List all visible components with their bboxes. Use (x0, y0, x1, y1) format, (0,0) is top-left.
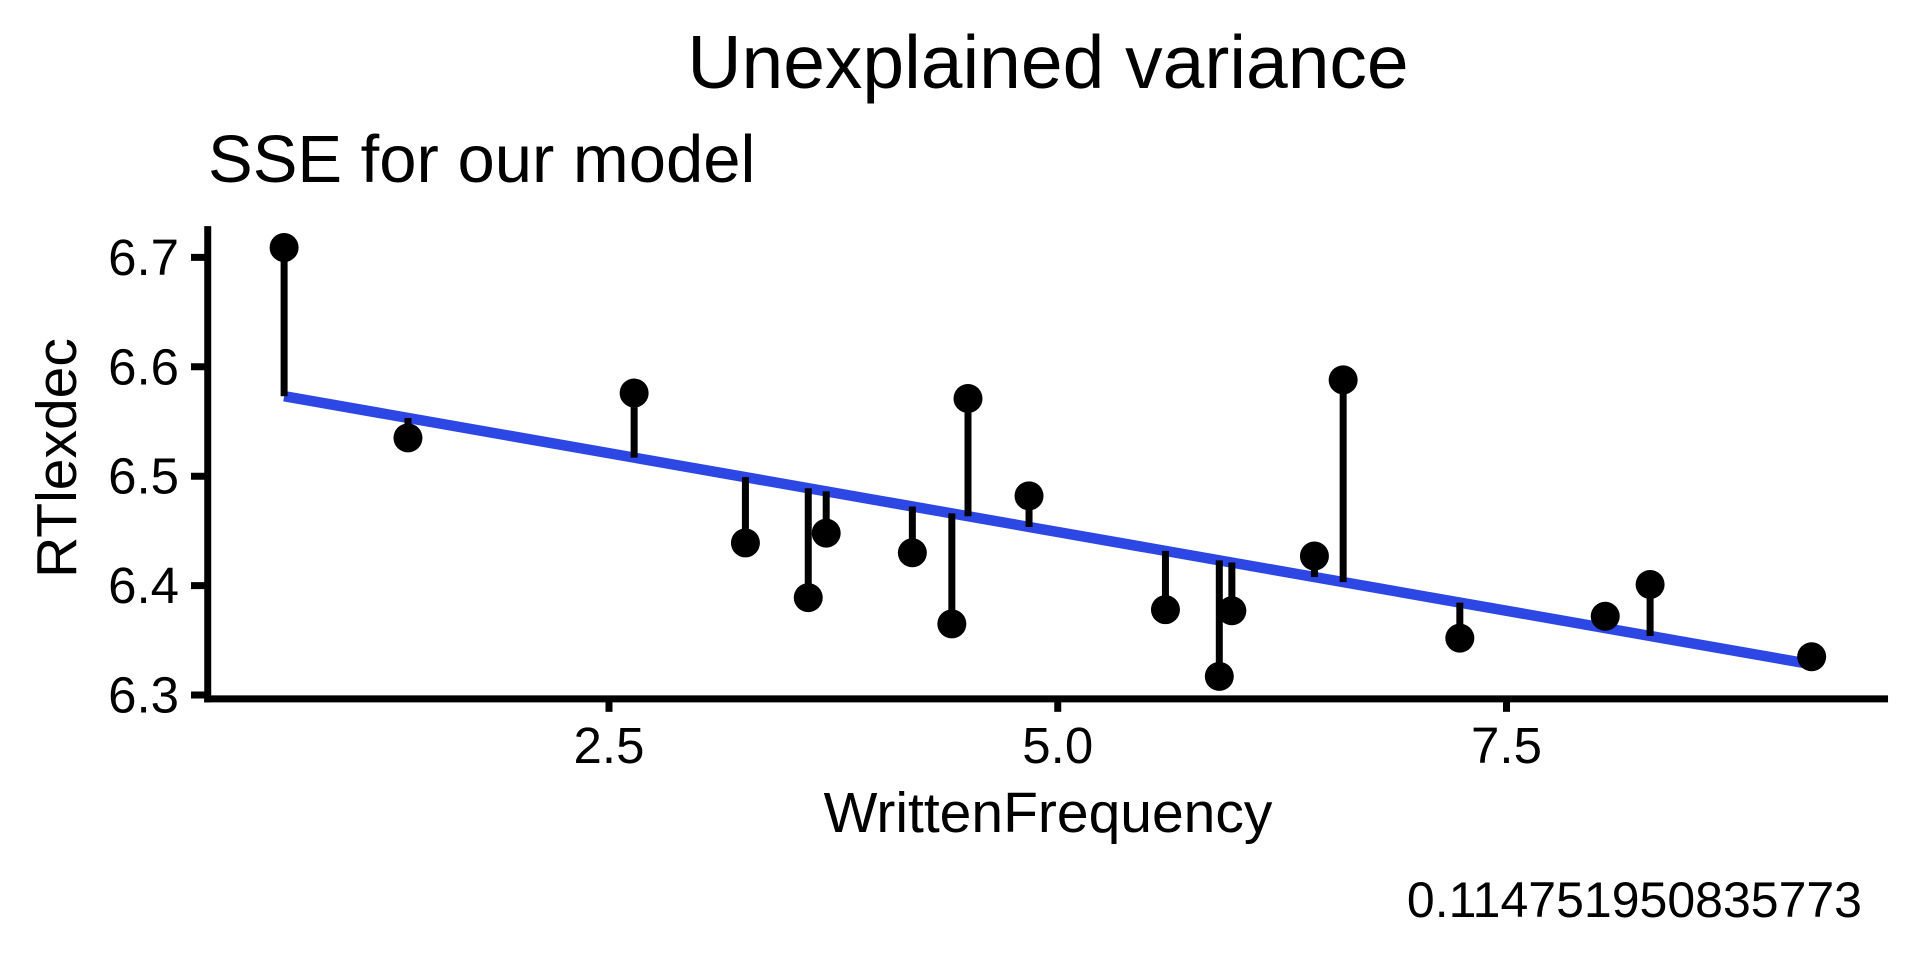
data-point (730, 528, 760, 558)
data-point (1299, 541, 1329, 571)
y-axis-title: RTlexdec (25, 338, 89, 578)
data-point (1797, 642, 1827, 672)
x-tick-label: 7.5 (1471, 717, 1542, 774)
data-point (1445, 623, 1475, 653)
data-point (811, 518, 841, 548)
residuals-layer (280, 247, 1816, 677)
data-point (937, 609, 967, 639)
y-tick-label: 6.4 (108, 557, 179, 614)
data-point (1590, 601, 1620, 631)
axes-layer (191, 226, 1889, 712)
y-tick-label: 6.6 (108, 338, 179, 395)
data-point (269, 233, 299, 263)
data-point (953, 384, 983, 414)
data-point (393, 423, 423, 453)
data-point (1217, 596, 1247, 626)
x-axis-title: WrittenFrequency (824, 781, 1273, 845)
data-point (897, 538, 927, 568)
y-tick-label: 6.7 (108, 229, 179, 286)
points-layer (269, 233, 1827, 691)
data-point (1150, 595, 1180, 625)
chart-subtitle: SSE for our model (208, 122, 755, 197)
data-point (1328, 365, 1358, 395)
data-point (1014, 481, 1044, 511)
regression-line (283, 391, 1813, 670)
x-tick-label: 5.0 (1022, 717, 1093, 774)
x-tick-label: 2.5 (574, 717, 645, 774)
regression-layer (283, 391, 1813, 670)
chart-title: Unexplained variance (687, 20, 1408, 104)
data-point (1635, 570, 1665, 600)
data-point (1204, 661, 1234, 691)
y-tick-label: 6.3 (108, 667, 179, 724)
sse-value: 0.114751950835773 (1407, 872, 1862, 928)
data-point (619, 378, 649, 408)
data-point (793, 583, 823, 613)
y-tick-label: 6.5 (108, 448, 179, 505)
tick-labels-layer: 2.5 5.0 7.5 6.3 6.4 6.5 6.6 6.7 (108, 229, 1542, 774)
